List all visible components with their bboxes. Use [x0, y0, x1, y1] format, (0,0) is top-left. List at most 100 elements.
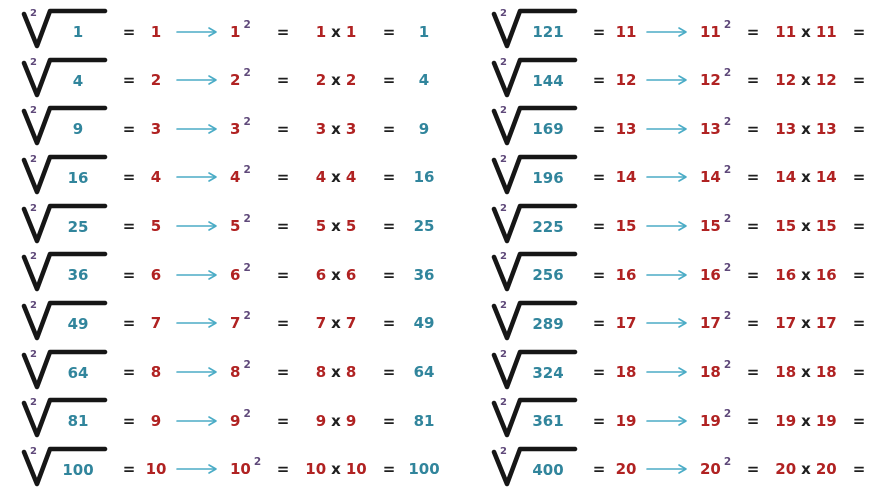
equals-sign: =: [122, 217, 136, 236]
squared-expression: 15 2: [696, 213, 740, 236]
factor-right: 15: [815, 217, 837, 236]
equals-sign: =: [592, 314, 606, 333]
radical-sign-icon: [491, 300, 578, 341]
radical-sign-icon: [21, 397, 108, 438]
result-value: 144: [872, 71, 876, 89]
radical-sign-icon: [21, 8, 108, 49]
factor-right: 7: [345, 314, 357, 333]
radical-index: 2: [30, 348, 37, 360]
times-sign: x: [801, 411, 811, 430]
square-root-expression: 2 1: [20, 6, 108, 50]
result-value: 9: [418, 119, 430, 138]
root-value: 18: [615, 363, 637, 382]
equation-row: 2 100 = 10 10 2 = 10 x 10 = 100: [20, 442, 446, 490]
factor-left: 18: [775, 363, 797, 382]
radical-index: 2: [30, 153, 37, 165]
square-base-value: 10: [230, 460, 251, 479]
times-sign: x: [801, 460, 811, 479]
radical-index: 2: [30, 445, 37, 457]
exponent: 2: [723, 67, 732, 80]
root-value: 6: [150, 265, 162, 284]
equals-sign: =: [382, 119, 396, 138]
exponent: 2: [723, 115, 732, 128]
root-value: 4: [150, 168, 162, 187]
right-arrow-icon: [646, 367, 687, 377]
result-value: 196: [872, 168, 876, 186]
equals-sign: =: [276, 265, 290, 284]
factor-right: 14: [815, 168, 837, 187]
square-base-value: 14: [700, 168, 721, 187]
result-value: 36: [413, 265, 435, 284]
square-root-expression: 2 121: [490, 6, 578, 50]
square-base-value: 6: [230, 265, 241, 284]
squared-expression: 18 2: [696, 359, 740, 382]
root-value: 13: [615, 119, 637, 138]
radicand-value: 100: [62, 460, 94, 479]
radicand-value: 1: [72, 23, 84, 41]
multiplication-expression: 15 x 15: [766, 217, 846, 235]
radicand-value: 196: [532, 168, 564, 187]
radical-index: 2: [500, 397, 507, 409]
radical-sign-icon: [21, 203, 108, 243]
equals-sign: =: [276, 314, 290, 333]
radicand-value: 9: [72, 120, 84, 139]
root-value: 8: [150, 363, 162, 382]
radical-sign-icon: [491, 57, 578, 97]
radicand-value: 169: [532, 120, 564, 139]
equals-sign: =: [746, 71, 760, 90]
root-value: 5: [150, 217, 162, 236]
exponent: 2: [723, 18, 732, 31]
square-base-value: 15: [700, 217, 721, 236]
times-sign: x: [801, 71, 811, 90]
exponent: 2: [723, 213, 732, 226]
factor-left: 16: [775, 265, 797, 284]
square-base-value: 12: [700, 71, 721, 90]
radical-index: 2: [30, 8, 37, 19]
equals-sign: =: [382, 217, 396, 236]
factor-left: 1: [315, 22, 327, 41]
equals-sign: =: [122, 314, 136, 333]
equals-sign: =: [382, 411, 396, 430]
result-value: 225: [872, 217, 876, 235]
times-sign: x: [801, 119, 811, 138]
equals-sign: =: [852, 314, 866, 333]
right-arrow-icon: [646, 26, 687, 37]
multiplication-expression: 10 x 10: [296, 460, 376, 478]
square-base-value: 9: [230, 411, 241, 430]
exponent: 2: [243, 18, 251, 31]
equals-sign: =: [382, 168, 396, 187]
factor-right: 6: [345, 265, 357, 284]
factor-left: 9: [315, 411, 327, 430]
result-value: 49: [413, 314, 435, 333]
radical-sign-icon: [21, 251, 108, 292]
square-base-value: 2: [230, 71, 241, 90]
square-base-value: 1: [230, 22, 241, 41]
equals-sign: =: [276, 363, 290, 382]
radicand-value: 49: [67, 314, 89, 333]
square-base-value: 13: [700, 119, 721, 138]
factor-right: 4: [345, 168, 357, 187]
equals-sign: =: [276, 411, 290, 430]
square-root-expression: 2 25: [20, 201, 108, 245]
root-value: 19: [615, 411, 637, 430]
equals-sign: =: [276, 460, 290, 479]
equals-sign: =: [746, 119, 760, 138]
factor-right: 13: [815, 119, 837, 138]
square-base-value: 18: [700, 363, 721, 382]
multiplication-expression: 16 x 16: [766, 266, 846, 284]
radical-sign-icon: [491, 446, 578, 487]
squared-expression: 20 2: [696, 456, 740, 478]
root-value: 2: [150, 71, 162, 90]
